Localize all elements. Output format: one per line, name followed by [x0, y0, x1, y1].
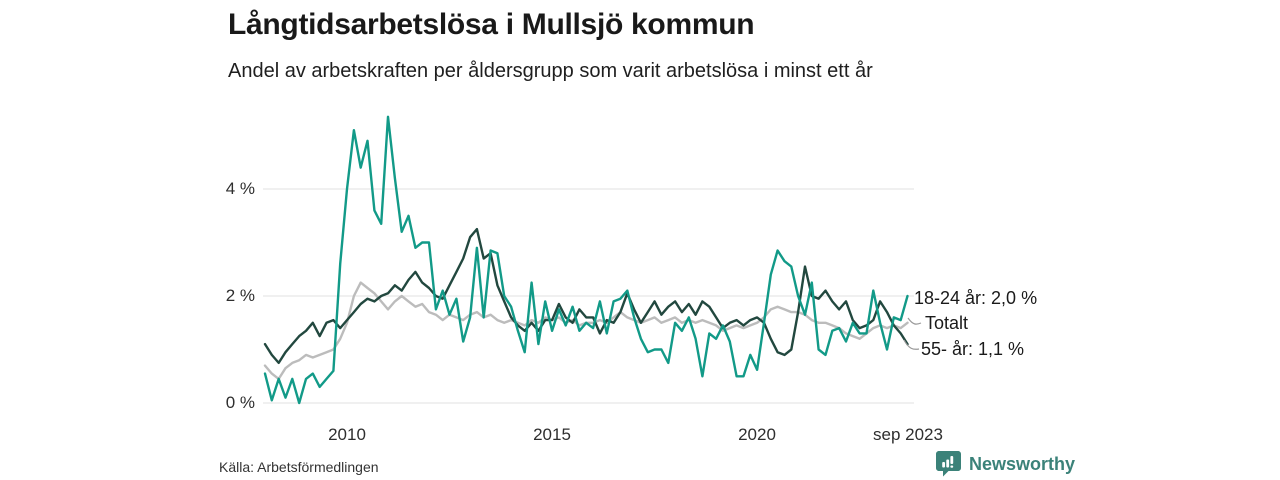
y-tick-2: 2 %: [225, 286, 255, 305]
page-title: Långtidsarbetslösa i Mullsjö kommun: [228, 8, 755, 41]
legend-leader-line-55: [903, 339, 920, 350]
bar-chart-speech-bubble-icon: [936, 451, 961, 477]
series-label-55: 55- år: 1,1 %: [921, 339, 1025, 359]
series-line-Totalt: [263, 281, 909, 381]
series-line-55-år: [263, 227, 909, 365]
source-note: Källa: Arbetsförmedlingen: [219, 459, 379, 475]
chart-subtitle: Andel av arbetskraften per åldersgrupp s…: [228, 60, 873, 82]
x-tick-sep-2023: sep 2023: [873, 425, 943, 444]
series-lines: [263, 115, 909, 405]
x-tick-2020: 2020: [738, 425, 776, 444]
series-label-totalt: Totalt: [925, 313, 969, 333]
x-tick-2010: 2010: [328, 425, 366, 444]
gridlines: [263, 188, 914, 404]
x-tick-2015: 2015: [533, 425, 571, 444]
brand-name: Newsworthy: [969, 453, 1076, 474]
legend-leader-line-totalt: [907, 317, 922, 325]
series-line-18-24år: [263, 115, 909, 405]
y-tick-0: 0 %: [225, 393, 255, 412]
newsworthy-logo: Newsworthy: [935, 450, 1075, 478]
series-label-18-24: 18-24 år: 2,0 %: [914, 288, 1038, 308]
y-tick-4: 4 %: [225, 179, 255, 198]
